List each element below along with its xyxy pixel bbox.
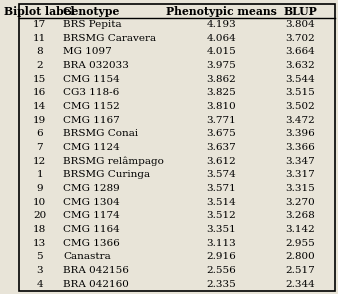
Text: 3.366: 3.366: [285, 143, 315, 152]
Text: CMG 1164: CMG 1164: [63, 225, 120, 234]
Text: 3.664: 3.664: [285, 47, 315, 56]
Text: 3.514: 3.514: [206, 198, 236, 207]
Text: 3.632: 3.632: [285, 61, 315, 70]
Text: 3.544: 3.544: [285, 75, 315, 84]
Text: Genotype: Genotype: [63, 6, 120, 16]
Text: CMG 1154: CMG 1154: [63, 75, 120, 84]
Text: BRS Pepita: BRS Pepita: [63, 20, 121, 29]
Text: 3.810: 3.810: [206, 102, 236, 111]
Text: Biplot label: Biplot label: [4, 6, 75, 16]
Text: 3.270: 3.270: [285, 198, 315, 207]
Text: 2.955: 2.955: [285, 239, 315, 248]
Text: 3.612: 3.612: [206, 157, 236, 166]
Text: 4.015: 4.015: [206, 47, 236, 56]
Text: 17: 17: [33, 20, 46, 29]
Text: 15: 15: [33, 75, 46, 84]
Text: 7: 7: [37, 143, 43, 152]
Text: 2.335: 2.335: [206, 280, 236, 289]
Text: 3.975: 3.975: [206, 61, 236, 70]
Text: 2.344: 2.344: [285, 280, 315, 289]
Text: 3.351: 3.351: [206, 225, 236, 234]
Text: 3.675: 3.675: [206, 129, 236, 138]
Text: 3.502: 3.502: [285, 102, 315, 111]
Text: BRA 032033: BRA 032033: [63, 61, 129, 70]
Text: 2.800: 2.800: [285, 252, 315, 261]
Text: CMG 1289: CMG 1289: [63, 184, 120, 193]
Text: CMG 1174: CMG 1174: [63, 211, 120, 220]
Text: 9: 9: [37, 184, 43, 193]
Text: 3: 3: [37, 266, 43, 275]
Text: 14: 14: [33, 102, 46, 111]
Text: CMG 1152: CMG 1152: [63, 102, 120, 111]
Text: 3.113: 3.113: [206, 239, 236, 248]
Text: 1: 1: [37, 171, 43, 179]
Text: BRSMG Conai: BRSMG Conai: [63, 129, 138, 138]
Text: 3.317: 3.317: [285, 171, 315, 179]
Text: 6: 6: [37, 129, 43, 138]
Text: BRA 042160: BRA 042160: [63, 280, 129, 289]
Text: 2: 2: [37, 61, 43, 70]
Text: 3.472: 3.472: [285, 116, 315, 125]
Text: 3.862: 3.862: [206, 75, 236, 84]
Text: CMG 1124: CMG 1124: [63, 143, 120, 152]
Text: 4.064: 4.064: [206, 34, 236, 43]
Text: 2.517: 2.517: [285, 266, 315, 275]
Text: 3.574: 3.574: [206, 171, 236, 179]
Text: CMG 1167: CMG 1167: [63, 116, 120, 125]
Text: 2.556: 2.556: [206, 266, 236, 275]
Text: Canastra: Canastra: [63, 252, 111, 261]
Text: BRSMG relâmpago: BRSMG relâmpago: [63, 156, 164, 166]
Text: 2.916: 2.916: [206, 252, 236, 261]
Text: CG3 118-6: CG3 118-6: [63, 88, 119, 97]
Text: CMG 1304: CMG 1304: [63, 198, 120, 207]
Text: 19: 19: [33, 116, 46, 125]
Text: 3.825: 3.825: [206, 88, 236, 97]
Text: 4.193: 4.193: [206, 20, 236, 29]
Text: 16: 16: [33, 88, 46, 97]
Text: 13: 13: [33, 239, 46, 248]
Text: 3.771: 3.771: [206, 116, 236, 125]
Text: BRSMG Caravera: BRSMG Caravera: [63, 34, 156, 43]
Text: 3.637: 3.637: [206, 143, 236, 152]
Text: 20: 20: [33, 211, 46, 220]
Text: 3.396: 3.396: [285, 129, 315, 138]
Text: 11: 11: [33, 34, 46, 43]
Text: 3.571: 3.571: [206, 184, 236, 193]
Text: 5: 5: [37, 252, 43, 261]
FancyBboxPatch shape: [19, 4, 335, 291]
Text: 3.315: 3.315: [285, 184, 315, 193]
Text: 3.347: 3.347: [285, 157, 315, 166]
Text: 3.268: 3.268: [285, 211, 315, 220]
Text: 3.804: 3.804: [285, 20, 315, 29]
Text: BLUP: BLUP: [283, 6, 317, 16]
Text: 3.702: 3.702: [285, 34, 315, 43]
Text: 3.515: 3.515: [285, 88, 315, 97]
Text: 8: 8: [37, 47, 43, 56]
Text: Phenotypic means: Phenotypic means: [166, 6, 276, 16]
Text: CMG 1366: CMG 1366: [63, 239, 120, 248]
Text: 12: 12: [33, 157, 46, 166]
Text: 3.512: 3.512: [206, 211, 236, 220]
Text: 10: 10: [33, 198, 46, 207]
Text: MG 1097: MG 1097: [63, 47, 112, 56]
Text: 4: 4: [37, 280, 43, 289]
Text: BRSMG Curinga: BRSMG Curinga: [63, 171, 150, 179]
Text: 3.142: 3.142: [285, 225, 315, 234]
Text: 18: 18: [33, 225, 46, 234]
Text: BRA 042156: BRA 042156: [63, 266, 129, 275]
